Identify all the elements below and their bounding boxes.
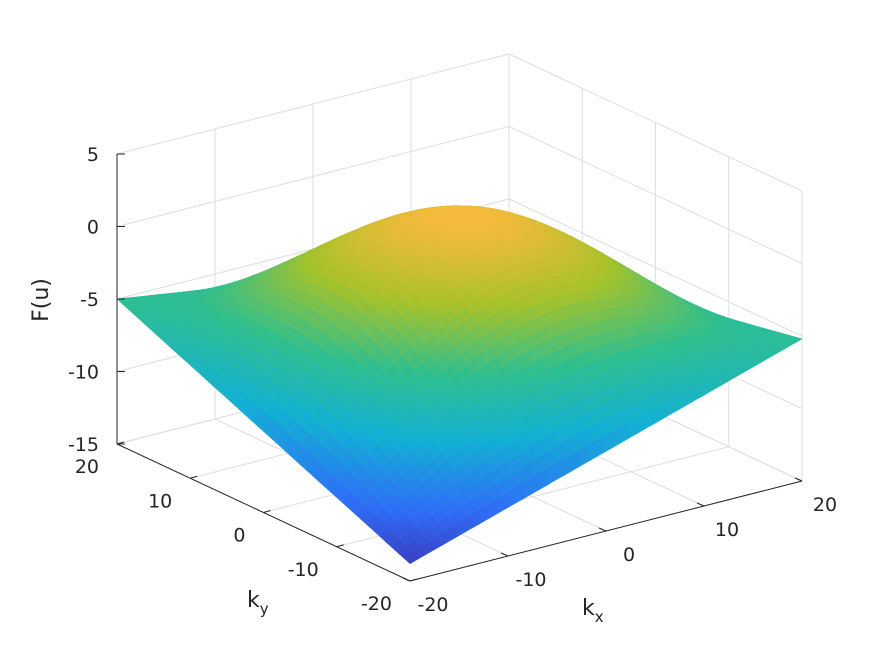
y-axis-label-sub: y	[260, 600, 269, 618]
surface-layer	[116, 205, 803, 564]
y-axis-label: ky	[247, 588, 269, 618]
z-axis-label: F(u)	[29, 278, 54, 322]
x-tick-mark	[500, 552, 509, 557]
z-tick-label: 5	[87, 144, 99, 166]
z-tick-label: 0	[87, 217, 99, 239]
x-tick-label: -20	[417, 594, 448, 616]
grid-line-back-z	[116, 53, 510, 155]
grid-line-side-z	[508, 198, 803, 337]
grid-line-back-z	[116, 126, 510, 227]
y-axis-label-main: k	[247, 588, 260, 613]
y-tick-mark	[190, 475, 198, 479]
z-tick-label: -15	[68, 434, 99, 456]
x-tick-mark	[402, 577, 411, 582]
z-tick-label: -5	[80, 289, 99, 311]
surface-patch	[403, 552, 419, 564]
y-tick-label: -20	[361, 593, 392, 615]
grid-line-side-z	[508, 126, 803, 264]
x-axis-label-sub: x	[595, 608, 604, 626]
x-tick-label: 10	[715, 519, 739, 541]
y-tick-label: 10	[148, 490, 172, 512]
tick-layer: -15 -10 -5 0 5 -20 -10 0 10 20 -20 -10 0 10 20	[68, 144, 837, 616]
y-tick-mark	[409, 578, 418, 582]
y-tick-label: -10	[288, 559, 319, 581]
x-tick-label: -10	[515, 569, 546, 591]
x-tick-label: 20	[813, 494, 837, 516]
x-axis-label-main: k	[582, 596, 595, 621]
x-axis-label: kx	[582, 596, 604, 626]
y-tick-label: 0	[233, 525, 245, 547]
y-tick-label: 20	[75, 456, 99, 478]
y-tick-mark	[336, 544, 344, 548]
grid-line-side-z	[508, 53, 803, 192]
x-tick-mark	[794, 477, 803, 482]
x-tick-label: 0	[623, 544, 635, 566]
x-tick-mark	[598, 527, 607, 532]
x-tick-mark	[696, 502, 705, 507]
z-tick-label: -10	[68, 362, 99, 384]
y-tick-mark	[116, 441, 125, 445]
y-tick-mark	[263, 510, 271, 513]
